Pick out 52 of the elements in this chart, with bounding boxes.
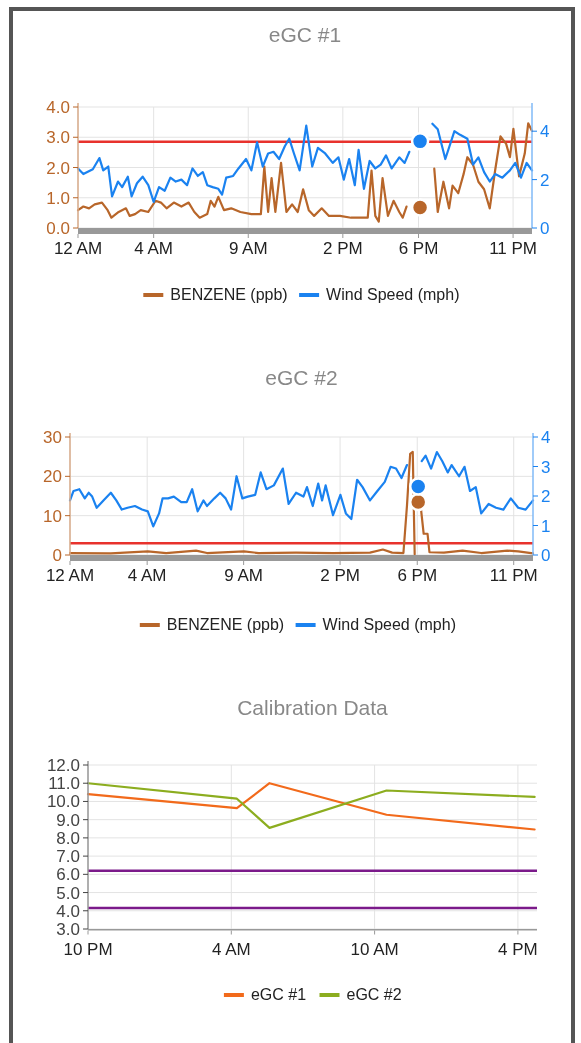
y2-tick-label: 1 bbox=[541, 516, 551, 536]
chart-title: eGC #2 bbox=[265, 366, 338, 389]
legend-label: Wind Speed (mph) bbox=[322, 616, 456, 633]
legend-label: eGC #2 bbox=[346, 986, 402, 1003]
x-tick-label: 10 PM bbox=[63, 940, 113, 959]
y-tick-label: 3.0 bbox=[46, 128, 70, 148]
y-tick-label: 12.0 bbox=[46, 756, 80, 775]
y-tick-label: 1.0 bbox=[46, 188, 70, 208]
x-tick-label: 4 AM bbox=[127, 566, 167, 585]
y-tick-label: 5.0 bbox=[56, 883, 80, 903]
x-tick-label: 6 PM bbox=[398, 239, 439, 258]
chart-title: Calibration Data bbox=[237, 696, 389, 719]
x-tick-label: 2 PM bbox=[322, 239, 363, 258]
x-tick-label: 4 PM bbox=[498, 940, 538, 959]
legend-label: BENZENE (ppb) bbox=[170, 286, 288, 303]
y-tick-label: 6.0 bbox=[56, 865, 80, 885]
y-tick-label: 2.0 bbox=[46, 158, 70, 178]
y-tick-label: 4.0 bbox=[46, 98, 70, 117]
legend-label: eGC #1 bbox=[250, 986, 307, 1003]
x-tick-label: 10 AM bbox=[350, 940, 399, 959]
x-tick-label: 11 PM bbox=[489, 239, 538, 258]
x-tick-label: 4 AM bbox=[211, 940, 251, 959]
y-tick-label: 30 bbox=[43, 428, 62, 447]
chart-title: eGC #1 bbox=[268, 23, 342, 46]
y2-tick-label: 3 bbox=[541, 457, 551, 477]
x-tick-label: 6 PM bbox=[397, 566, 438, 585]
y-tick-label: 4.0 bbox=[56, 901, 80, 921]
y-tick-label: 10 bbox=[43, 506, 62, 526]
x-tick-label: 4 AM bbox=[134, 239, 174, 258]
x-tick-label: 9 AM bbox=[224, 566, 263, 585]
y2-tick-label: 2 bbox=[541, 487, 551, 506]
x-tick-label: 2 PM bbox=[320, 566, 360, 585]
y-tick-label: 3.0 bbox=[56, 920, 80, 939]
y-tick-label: 8.0 bbox=[56, 828, 80, 848]
y-tick-label: 7.0 bbox=[56, 847, 80, 867]
y2-tick-label: 0 bbox=[540, 219, 550, 238]
y-tick-label: 11.0 bbox=[48, 774, 80, 794]
y2-tick-label: 0 bbox=[541, 546, 551, 565]
y-tick-label: 10.0 bbox=[46, 792, 80, 812]
x-tick-label: 12 AM bbox=[45, 566, 95, 585]
y-tick-label: 0.0 bbox=[46, 219, 70, 238]
x-tick-label: 9 AM bbox=[228, 239, 268, 258]
y2-tick-label: 4 bbox=[541, 428, 551, 447]
y-tick-label: 9.0 bbox=[56, 810, 80, 830]
y2-tick-label: 2 bbox=[540, 170, 550, 190]
y-tick-label: 20 bbox=[43, 467, 62, 487]
y2-tick-label: 4 bbox=[540, 122, 550, 142]
legend-label: Wind Speed (mph) bbox=[326, 286, 460, 303]
x-tick-label: 12 AM bbox=[53, 239, 103, 258]
y-tick-label: 0 bbox=[52, 546, 62, 565]
legend-label: BENZENE (ppb) bbox=[166, 616, 285, 633]
x-tick-label: 11 PM bbox=[489, 566, 538, 585]
